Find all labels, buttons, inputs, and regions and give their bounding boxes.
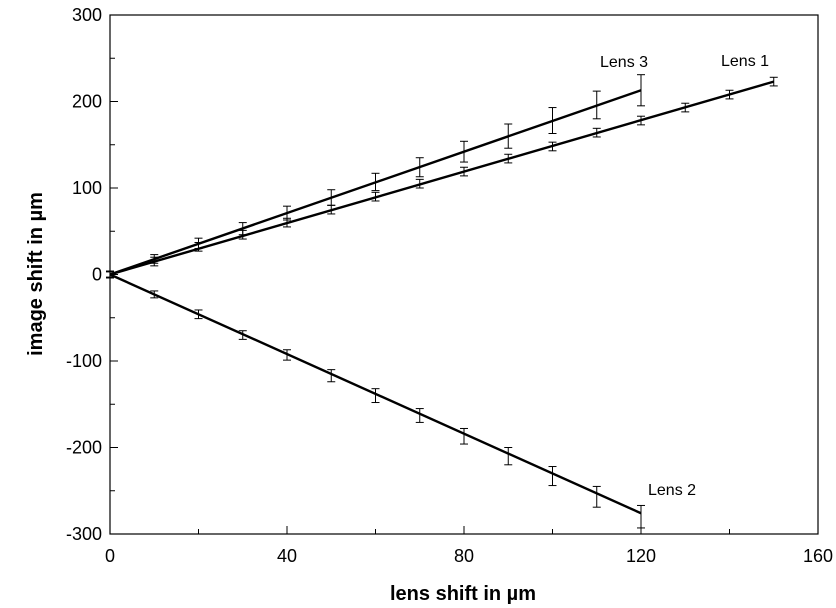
x-tick-label: 0	[105, 546, 115, 566]
error-bar	[194, 309, 203, 320]
error-bar	[238, 222, 247, 236]
error-bar	[371, 191, 380, 202]
error-bar	[371, 172, 380, 192]
error-bar	[415, 178, 424, 189]
error-bar	[592, 90, 601, 120]
error-bar	[504, 447, 513, 466]
error-bar	[150, 290, 159, 299]
x-tick-label: 120	[626, 546, 656, 566]
error-bar	[460, 427, 468, 445]
error-bar	[637, 74, 645, 107]
error-bar	[592, 127, 601, 138]
y-tick-label: -100	[66, 351, 102, 371]
error-bar	[460, 166, 468, 177]
series-lens-3	[106, 74, 645, 278]
error-bar	[769, 76, 778, 87]
error-bar	[637, 115, 645, 126]
error-bar	[415, 408, 424, 423]
x-tick-label: 80	[454, 546, 474, 566]
series-label-lens-1: Lens 1	[721, 53, 769, 70]
series-layer	[106, 74, 778, 529]
error-bar	[460, 140, 468, 163]
error-bar	[283, 205, 291, 221]
y-tick-label: -300	[66, 524, 102, 544]
x-tick-label: 160	[803, 546, 833, 566]
error-bar	[548, 107, 557, 135]
x-axis-title: lens shift in µm	[390, 583, 536, 605]
series-label-lens-3: Lens 3	[600, 54, 648, 71]
y-tick-label: 100	[72, 178, 102, 198]
error-bar	[504, 153, 513, 164]
series-label-lens-2: Lens 2	[648, 482, 696, 499]
error-bar	[637, 504, 645, 529]
error-bar	[415, 157, 424, 178]
error-bar	[504, 123, 513, 149]
series-lens-1	[106, 76, 778, 279]
error-bar	[548, 141, 557, 152]
series-lens-2	[106, 270, 645, 529]
y-axis: -300 -200 -100 0 100 200 300	[66, 5, 118, 544]
y-tick-label: 200	[72, 92, 102, 112]
error-bar	[194, 237, 203, 250]
error-bar	[371, 388, 380, 404]
error-bar	[327, 189, 336, 206]
error-bar	[725, 89, 734, 100]
plot-border	[109, 14, 819, 535]
error-bar	[106, 271, 114, 278]
plot-area	[109, 14, 819, 535]
error-bar	[238, 330, 247, 340]
y-axis-title: image shift in µm	[25, 192, 47, 356]
y-tick-label: 0	[92, 265, 102, 285]
x-axis: 0 40 80 120 160	[105, 526, 833, 566]
x-tick-label: 40	[277, 546, 297, 566]
error-bar	[592, 485, 601, 508]
fit-line-lens-1	[109, 80, 775, 276]
y-tick-label: -200	[66, 438, 102, 458]
error-bar	[283, 349, 291, 361]
y-tick-label: 300	[72, 5, 102, 25]
error-bar	[548, 466, 557, 487]
error-bar	[150, 254, 159, 264]
error-bar	[327, 369, 336, 383]
error-bar	[681, 102, 690, 113]
